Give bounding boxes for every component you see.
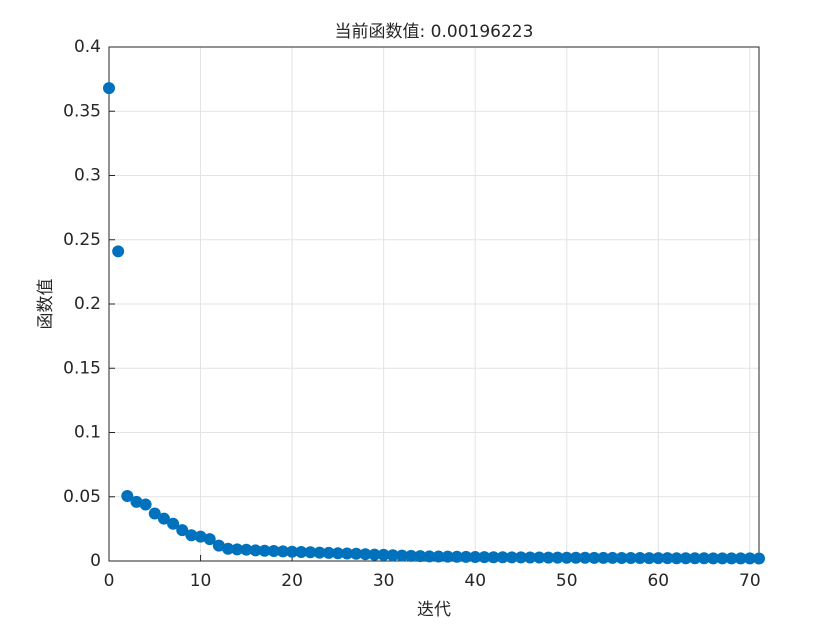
point <box>414 550 427 563</box>
point <box>212 539 225 552</box>
point <box>304 546 317 559</box>
x-tick-label: 50 <box>556 571 578 591</box>
point <box>121 489 134 502</box>
point <box>615 552 628 565</box>
point <box>597 551 610 564</box>
point <box>423 550 436 563</box>
y-tick-label: 0.1 <box>74 423 101 443</box>
point <box>533 551 546 564</box>
point <box>588 551 601 564</box>
point <box>514 551 527 564</box>
point <box>725 552 738 565</box>
x-tick-label: 20 <box>281 571 303 591</box>
point <box>249 544 262 557</box>
y-axis-label: 函数值 <box>36 279 56 330</box>
point <box>753 552 765 565</box>
point <box>661 552 674 565</box>
point <box>331 547 344 560</box>
point <box>579 551 592 564</box>
point <box>633 552 646 565</box>
point <box>688 552 701 565</box>
x-tick-label: 0 <box>104 571 115 591</box>
point <box>103 82 115 95</box>
chart-title: 当前函数值: 0.00196223 <box>335 22 534 42</box>
point <box>460 550 473 563</box>
point <box>240 543 253 556</box>
point <box>157 512 170 525</box>
point <box>313 546 326 559</box>
point <box>405 549 418 562</box>
point <box>185 529 198 542</box>
point <box>139 498 152 511</box>
point <box>698 552 711 565</box>
y-tick-label: 0.2 <box>74 294 101 314</box>
point <box>670 552 683 565</box>
y-tick-label: 0 <box>90 551 101 571</box>
point <box>322 546 335 559</box>
point <box>231 543 244 556</box>
point <box>286 545 299 558</box>
point <box>624 552 637 565</box>
point <box>441 550 454 563</box>
point <box>368 548 381 561</box>
point <box>359 548 372 561</box>
point <box>743 552 756 565</box>
y-tick-label: 0.25 <box>63 230 101 250</box>
point <box>505 551 518 564</box>
point <box>551 551 564 564</box>
point <box>432 550 445 563</box>
x-tick-label: 30 <box>373 571 395 591</box>
point <box>386 549 399 562</box>
point <box>469 551 482 564</box>
point <box>524 551 537 564</box>
point <box>560 551 573 564</box>
y-tick-label: 0.15 <box>63 358 101 378</box>
point <box>487 551 500 564</box>
point <box>112 245 125 258</box>
point <box>148 507 161 520</box>
point <box>606 551 619 564</box>
point <box>267 544 280 557</box>
point <box>295 546 308 559</box>
point <box>707 552 720 565</box>
x-tick-label: 10 <box>190 571 212 591</box>
point <box>258 544 271 557</box>
point <box>130 495 143 508</box>
y-tick-label: 0.05 <box>63 487 101 507</box>
x-tick-label: 60 <box>647 571 669 591</box>
point <box>167 517 180 530</box>
x-axis-label: 迭代 <box>417 600 451 620</box>
y-tick-label: 0.4 <box>74 37 101 57</box>
point <box>222 542 235 555</box>
y-tick-label: 0.3 <box>74 166 101 186</box>
point <box>734 552 747 565</box>
point <box>478 551 491 564</box>
point <box>276 545 289 558</box>
point <box>569 551 582 564</box>
point <box>194 530 207 543</box>
point <box>542 551 555 564</box>
point <box>341 547 354 560</box>
point <box>450 550 463 563</box>
y-tick-label: 0.35 <box>63 101 101 121</box>
point <box>176 524 189 537</box>
point <box>496 551 509 564</box>
point <box>203 533 216 546</box>
point <box>350 547 363 560</box>
x-tick-label: 70 <box>739 571 761 591</box>
point <box>716 552 729 565</box>
x-tick-label: 40 <box>464 571 486 591</box>
point <box>652 552 665 565</box>
point <box>679 552 692 565</box>
point <box>377 548 390 561</box>
plot-frame <box>108 46 760 562</box>
point <box>643 552 656 565</box>
point <box>395 549 408 562</box>
